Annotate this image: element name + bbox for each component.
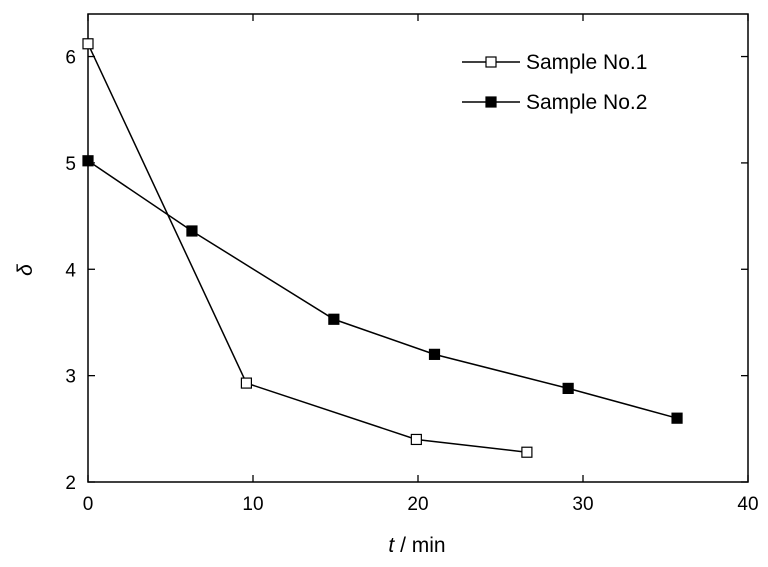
plot-frame [87,13,749,483]
y-axis-title: δ [14,264,37,276]
y-tick-label: 6 [65,48,76,69]
series-2-point [82,155,94,167]
tick-labels: 0 10 20 30 40 2 3 4 5 6 [65,48,758,515]
series-1-legend-marker [485,56,497,68]
x-tick-label: 0 [83,494,94,515]
x-axis-title: t / min [388,534,445,557]
x-tick-label: 40 [737,494,758,515]
series-1-legend-label: Sample No.1 [526,51,647,74]
series-2-point [562,382,574,394]
x-tick-label: 20 [407,494,428,515]
axis-ticks [87,14,749,483]
legend: Sample No.1 Sample No.2 [462,51,647,114]
series-2-point [671,412,683,424]
y-tick-label: 2 [65,473,76,494]
y-tick-label: 5 [65,154,76,175]
series-1-point [521,446,533,458]
series-2-point [328,313,340,325]
y-tick-label: 3 [65,367,76,388]
series-2-legend-label: Sample No.2 [526,91,647,114]
series-2-legend-marker [485,96,497,108]
series-1-point [240,377,252,389]
x-tick-label: 10 [242,494,263,515]
x-tick-label: 30 [572,494,593,515]
series-1-line [87,43,527,453]
series-layer [82,38,683,458]
series-1-point [410,433,422,446]
series-2-point [428,348,441,360]
series-2-line [87,160,678,419]
y-tick-label: 4 [65,260,76,281]
series-1-point [82,38,94,50]
series-2-point [186,225,198,237]
